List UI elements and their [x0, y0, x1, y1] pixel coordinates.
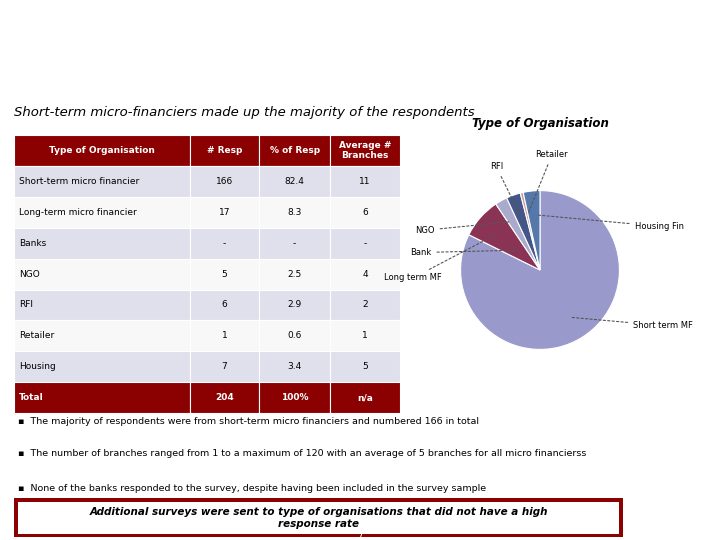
FancyBboxPatch shape	[18, 502, 619, 534]
Text: 2: 2	[362, 300, 368, 309]
Text: 5: 5	[362, 362, 368, 372]
Wedge shape	[461, 191, 619, 349]
FancyBboxPatch shape	[189, 166, 259, 197]
Text: 4: 4	[362, 269, 368, 279]
FancyBboxPatch shape	[14, 166, 189, 197]
Wedge shape	[507, 193, 540, 270]
Text: 7: 7	[357, 530, 363, 540]
Text: 6: 6	[362, 208, 368, 217]
FancyBboxPatch shape	[14, 498, 623, 537]
Text: Organisation Type: Organisation Type	[486, 62, 698, 82]
Text: NGO: NGO	[19, 269, 40, 279]
Text: 166: 166	[216, 177, 233, 186]
Text: Retailer: Retailer	[19, 332, 54, 340]
FancyBboxPatch shape	[189, 228, 259, 259]
FancyBboxPatch shape	[259, 259, 330, 289]
FancyBboxPatch shape	[330, 382, 400, 413]
Text: # Resp: # Resp	[207, 146, 242, 155]
FancyBboxPatch shape	[259, 166, 330, 197]
FancyBboxPatch shape	[259, 352, 330, 382]
FancyBboxPatch shape	[259, 382, 330, 413]
Text: Housing Fin: Housing Fin	[537, 215, 683, 231]
Text: -: -	[222, 239, 226, 248]
FancyBboxPatch shape	[14, 197, 189, 228]
Text: -: -	[293, 239, 296, 248]
FancyBboxPatch shape	[14, 228, 189, 259]
Text: 5: 5	[222, 269, 228, 279]
Text: 82.4: 82.4	[284, 177, 305, 186]
Wedge shape	[469, 204, 540, 270]
FancyBboxPatch shape	[259, 320, 330, 352]
Title: Type of Organisation: Type of Organisation	[472, 117, 608, 130]
Text: RFI: RFI	[490, 162, 520, 215]
Text: Average #
Branches: Average # Branches	[338, 141, 391, 160]
FancyBboxPatch shape	[330, 320, 400, 352]
FancyBboxPatch shape	[14, 352, 189, 382]
Text: -: -	[364, 239, 366, 248]
Text: Banks: Banks	[19, 239, 46, 248]
Text: 204: 204	[215, 393, 234, 402]
FancyBboxPatch shape	[14, 259, 189, 289]
FancyBboxPatch shape	[14, 135, 189, 166]
Text: Additional surveys were sent to type of organisations that did not have a high
r: Additional surveys were sent to type of …	[89, 507, 548, 529]
Text: NGO: NGO	[415, 222, 510, 235]
FancyBboxPatch shape	[14, 289, 189, 320]
FancyBboxPatch shape	[330, 352, 400, 382]
FancyBboxPatch shape	[189, 135, 259, 166]
FancyBboxPatch shape	[330, 228, 400, 259]
Text: Long term MF: Long term MF	[384, 234, 496, 282]
FancyBboxPatch shape	[330, 197, 400, 228]
Text: Short-term micro financier: Short-term micro financier	[19, 177, 139, 186]
Text: 6: 6	[222, 300, 228, 309]
Text: 100%: 100%	[281, 393, 308, 402]
Text: 11: 11	[359, 177, 371, 186]
Text: Short term MF: Short term MF	[572, 318, 693, 330]
Text: Type of Organisation: Type of Organisation	[49, 146, 155, 155]
FancyBboxPatch shape	[189, 320, 259, 352]
Text: 7: 7	[222, 362, 228, 372]
Text: Bank: Bank	[410, 248, 518, 257]
FancyBboxPatch shape	[330, 135, 400, 166]
Text: % of Resp: % of Resp	[269, 146, 320, 155]
Text: Retailer: Retailer	[528, 150, 568, 213]
Text: 0.6: 0.6	[287, 332, 302, 340]
Text: n/a: n/a	[357, 393, 373, 402]
FancyBboxPatch shape	[189, 289, 259, 320]
Text: Housing: Housing	[19, 362, 55, 372]
FancyBboxPatch shape	[14, 320, 189, 352]
FancyBboxPatch shape	[189, 382, 259, 413]
FancyBboxPatch shape	[189, 259, 259, 289]
Text: Short-term micro-financiers made up the majority of the respondents: Short-term micro-financiers made up the …	[14, 105, 475, 119]
Wedge shape	[496, 198, 540, 270]
FancyBboxPatch shape	[189, 352, 259, 382]
Text: 8.3: 8.3	[287, 208, 302, 217]
Text: ▪  The number of branches ranged from 1 to a maximum of 120 with an average of 5: ▪ The number of branches ranged from 1 t…	[18, 449, 586, 458]
FancyBboxPatch shape	[330, 289, 400, 320]
Text: 2.9: 2.9	[287, 300, 302, 309]
FancyBboxPatch shape	[330, 166, 400, 197]
Text: 17: 17	[219, 208, 230, 217]
FancyBboxPatch shape	[330, 259, 400, 289]
Text: 2.5: 2.5	[287, 269, 302, 279]
Text: Long-term micro financier: Long-term micro financier	[19, 208, 137, 217]
FancyBboxPatch shape	[259, 289, 330, 320]
FancyBboxPatch shape	[14, 382, 189, 413]
FancyBboxPatch shape	[259, 228, 330, 259]
Text: RFI: RFI	[19, 300, 33, 309]
Text: 1: 1	[222, 332, 228, 340]
Text: 1: 1	[362, 332, 368, 340]
Text: Total: Total	[19, 393, 44, 402]
Text: ▪  The majority of respondents were from short-term micro financiers and numbere: ▪ The majority of respondents were from …	[18, 416, 479, 426]
Wedge shape	[521, 192, 540, 270]
Text: 3.4: 3.4	[287, 362, 302, 372]
FancyBboxPatch shape	[189, 197, 259, 228]
FancyBboxPatch shape	[259, 135, 330, 166]
Wedge shape	[523, 191, 540, 270]
FancyBboxPatch shape	[259, 197, 330, 228]
Text: ▪  None of the banks responded to the survey, despite having been included in th: ▪ None of the banks responded to the sur…	[18, 484, 486, 494]
